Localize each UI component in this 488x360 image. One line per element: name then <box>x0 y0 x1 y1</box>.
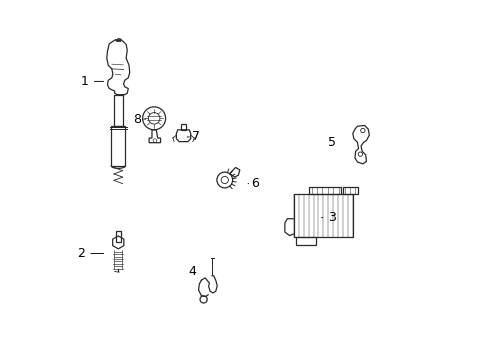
Bar <box>114 95 122 126</box>
Text: 4: 4 <box>188 265 201 280</box>
Text: 6: 6 <box>247 177 259 190</box>
Text: 2: 2 <box>77 247 103 260</box>
Text: 3: 3 <box>321 211 336 224</box>
Bar <box>293 194 352 237</box>
Bar <box>295 237 316 244</box>
Bar <box>342 186 357 194</box>
Text: 8: 8 <box>133 113 145 126</box>
Bar <box>116 231 121 242</box>
Bar <box>308 186 341 194</box>
Text: 7: 7 <box>187 130 200 144</box>
Text: 5: 5 <box>327 136 336 149</box>
Bar <box>111 126 125 166</box>
Text: 1: 1 <box>81 75 103 88</box>
